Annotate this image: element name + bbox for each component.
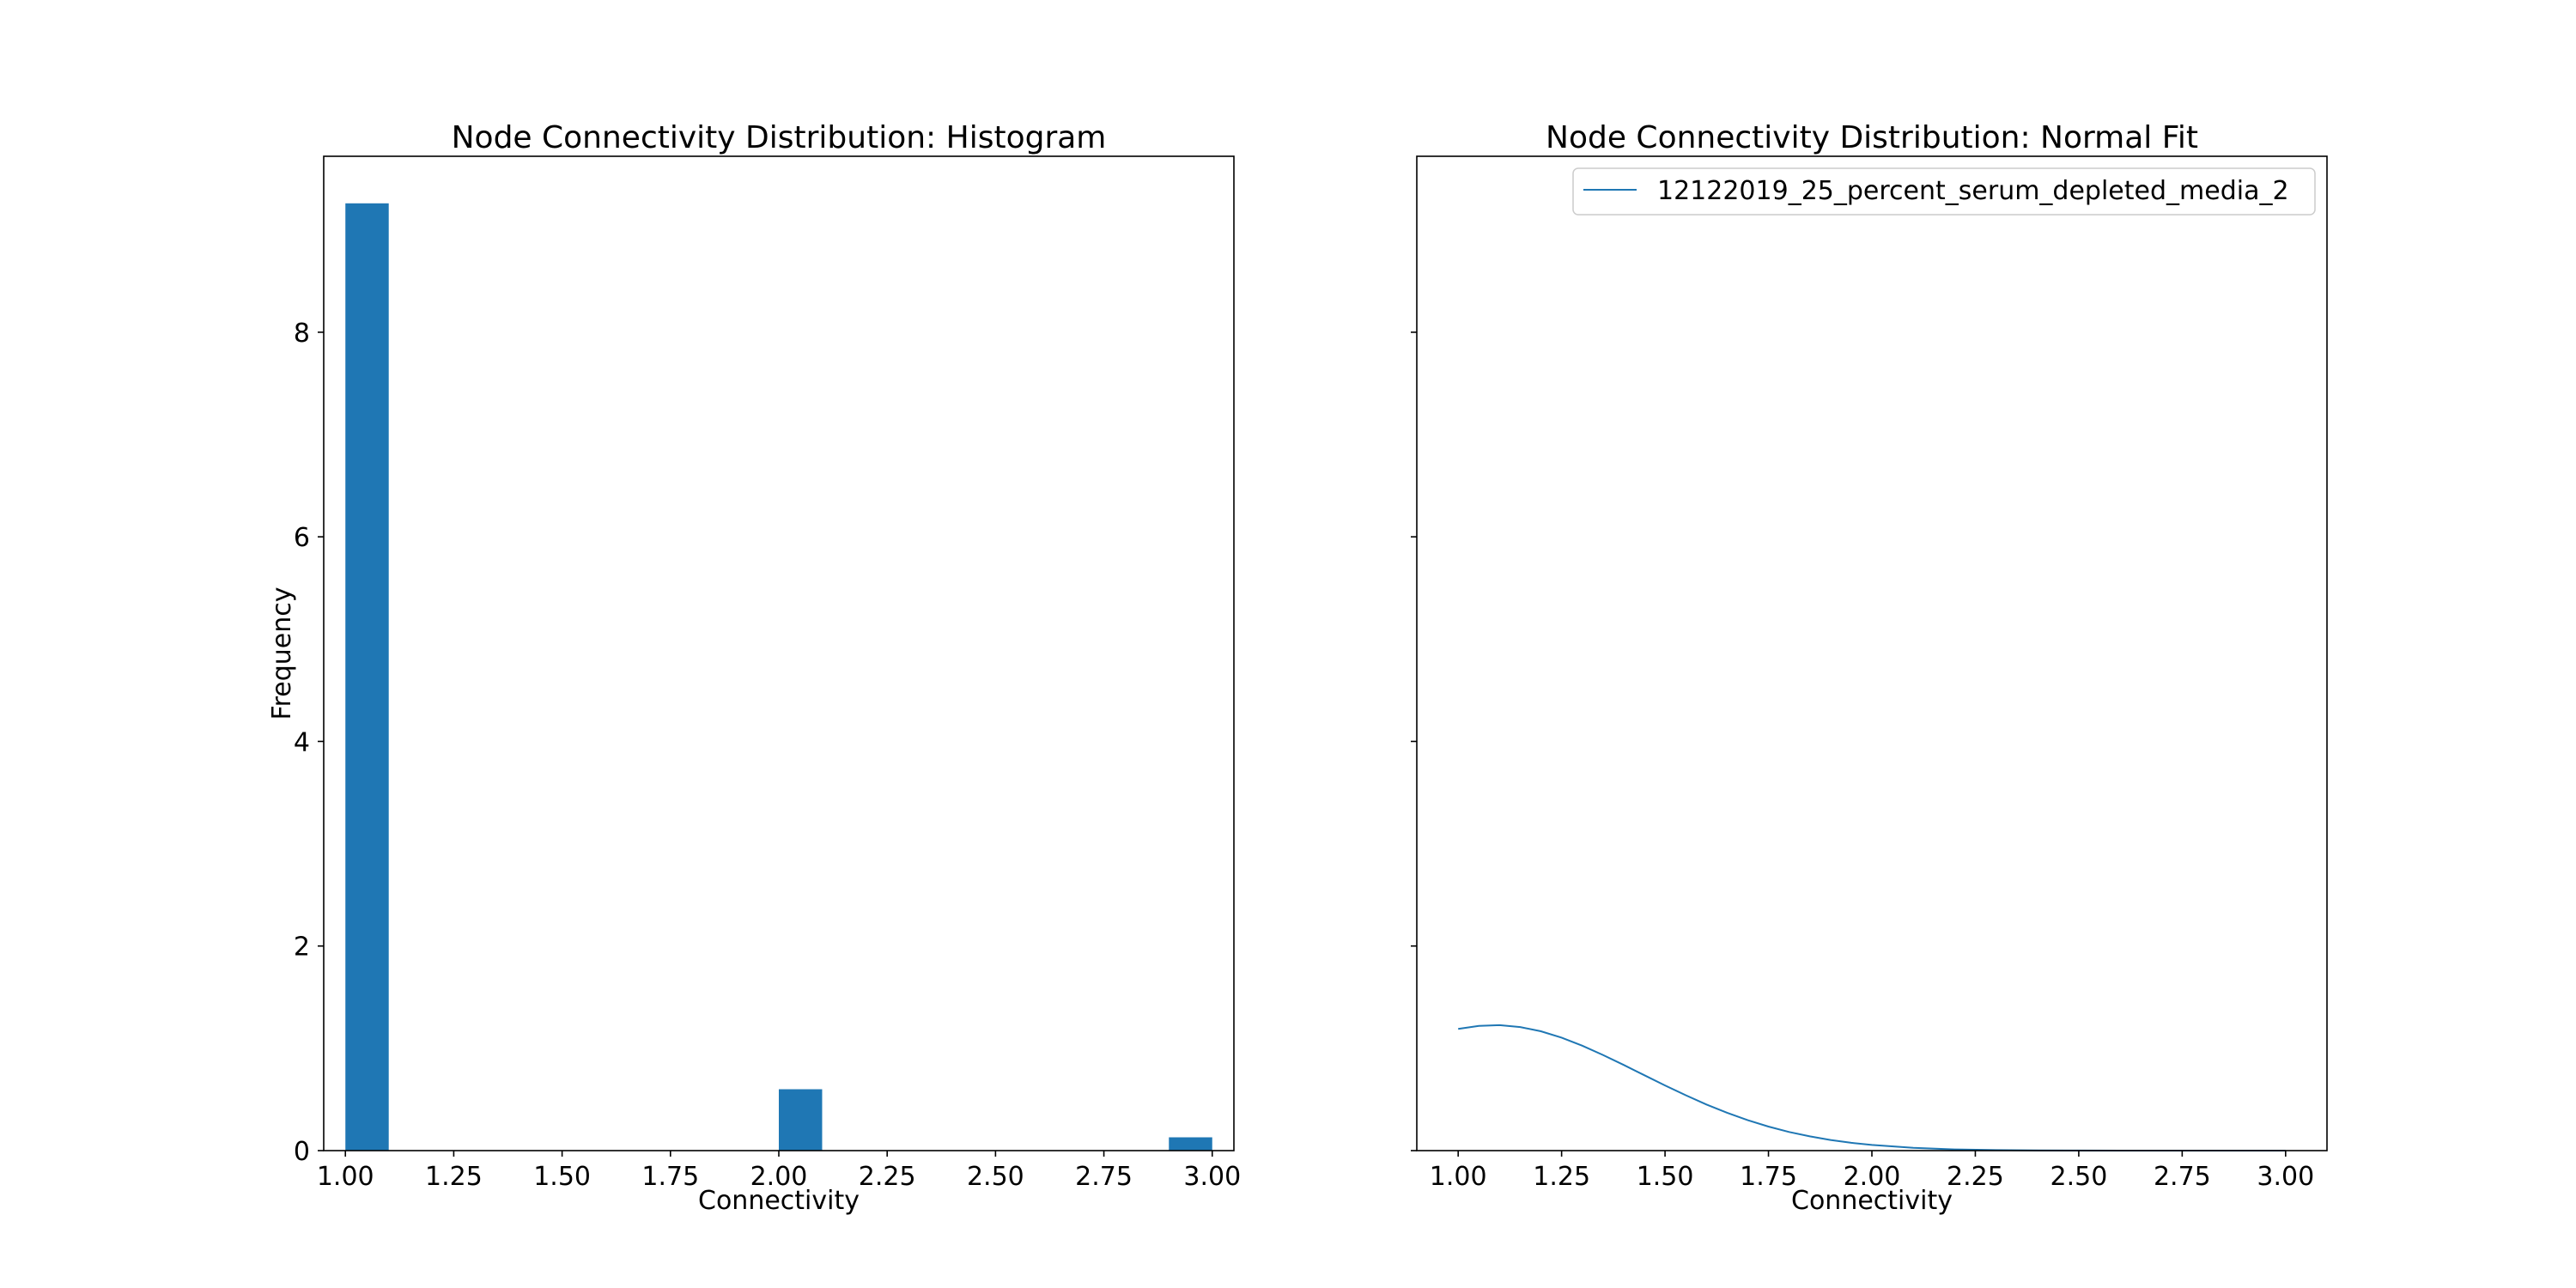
x-tick-label: 2.00 — [1844, 1162, 1901, 1192]
x-tick-label: 1.50 — [1637, 1162, 1694, 1192]
histogram-x-axis-label: Connectivity — [698, 1186, 860, 1216]
x-tick-label: 1.75 — [1740, 1162, 1797, 1192]
y-tick-label: 6 — [294, 523, 310, 553]
legend-box — [1572, 167, 2316, 216]
normal-fit-title: Node Connectivity Distribution: Normal F… — [1546, 120, 2198, 155]
x-tick-label: 1.00 — [1430, 1162, 1487, 1192]
x-tick-label: 1.50 — [533, 1162, 591, 1192]
histogram-y-ticks: 0 2 4 6 8 — [294, 319, 324, 1167]
x-tick-label: 2.00 — [750, 1162, 808, 1192]
x-tick-label: 2.25 — [1947, 1162, 2004, 1192]
normal-fit-x-ticks: 1.00 1.25 1.50 1.75 2.00 2.25 2.50 2.75 3.00 — [1430, 1151, 2314, 1192]
histogram-y-axis-label: Frequency — [267, 587, 297, 720]
x-tick-label: 1.75 — [641, 1162, 699, 1192]
normal-fit-x-axis-label: Connectivity — [1791, 1186, 1953, 1216]
x-tick-label: 1.00 — [317, 1162, 374, 1192]
histogram-panel: Node Connectivity Distribution: Histogra… — [267, 120, 1241, 1216]
y-tick-label: 4 — [294, 727, 310, 757]
histogram-x-ticks: 1.00 1.25 1.50 1.75 2.00 2.25 2.50 2.75 3.00 — [317, 1151, 1241, 1192]
y-tick-label: 2 — [294, 933, 310, 963]
histogram-plot-frame — [323, 155, 1235, 1151]
legend: 12122019_25_percent_serum_depleted_media… — [1572, 167, 2316, 216]
x-tick-label: 2.75 — [2154, 1162, 2211, 1192]
y-tick-label: 0 — [294, 1137, 310, 1167]
histogram-bar — [345, 203, 389, 1151]
x-tick-label: 2.50 — [967, 1162, 1024, 1192]
x-tick-label: 1.25 — [1533, 1162, 1590, 1192]
x-tick-label: 3.00 — [1183, 1162, 1241, 1192]
y-tick-label: 8 — [294, 319, 310, 349]
normal-fit-y-ticks — [1411, 331, 1417, 1151]
x-tick-label: 2.75 — [1075, 1162, 1133, 1192]
histogram-bar — [779, 1089, 823, 1151]
x-tick-label: 3.00 — [2257, 1162, 2314, 1192]
histogram-title: Node Connectivity Distribution: Histogra… — [452, 120, 1107, 155]
x-tick-label: 2.50 — [2050, 1162, 2108, 1192]
normal-fit-plot-frame — [1416, 155, 2328, 1151]
histogram-bar — [1169, 1137, 1212, 1151]
legend-series-label: 12122019_25_percent_serum_depleted_media… — [1657, 176, 2289, 206]
normal-fit-panel: Node Connectivity Distribution: Normal F… — [1411, 120, 2328, 1216]
x-tick-label: 1.25 — [425, 1162, 483, 1192]
histogram-bars — [345, 203, 1212, 1151]
x-tick-label: 2.25 — [859, 1162, 916, 1192]
